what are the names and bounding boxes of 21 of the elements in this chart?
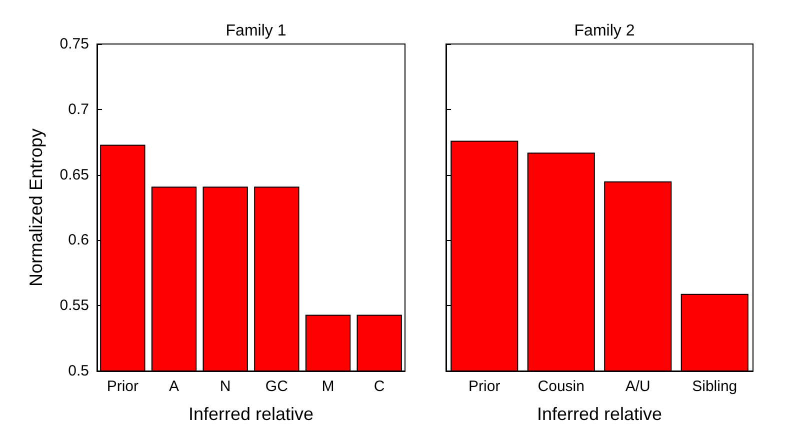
x-tick-label: Prior xyxy=(106,378,139,395)
y-tick-label: 0.7 xyxy=(68,100,89,118)
x-tick-label: Prior xyxy=(468,378,500,395)
y-tick-label: 0.75 xyxy=(60,36,89,52)
x-tick-label: Cousin xyxy=(538,378,584,395)
x-tick-label: M xyxy=(322,378,334,395)
x-tick-label: C xyxy=(374,378,385,395)
chart-title: Family 1 xyxy=(226,22,286,40)
x-tick-label: Sibling xyxy=(692,378,738,395)
y-tick-label: 0.55 xyxy=(60,297,89,314)
y-tick-label: 0.5 xyxy=(68,362,89,380)
y-tick-label: 0.65 xyxy=(60,166,89,184)
x-axis-title: Inferred relative xyxy=(536,404,662,424)
chart-title: Family 2 xyxy=(574,22,635,40)
x-tick-label: GC xyxy=(265,378,288,395)
x-tick-label: N xyxy=(220,378,231,395)
x-tick-label: A/U xyxy=(625,378,650,395)
y-tick-label: 0.6 xyxy=(68,232,89,249)
y-axis-title: Normalized Entropy xyxy=(26,128,46,287)
x-axis-title: Inferred relative xyxy=(188,404,314,424)
x-tick-label: A xyxy=(168,378,180,395)
